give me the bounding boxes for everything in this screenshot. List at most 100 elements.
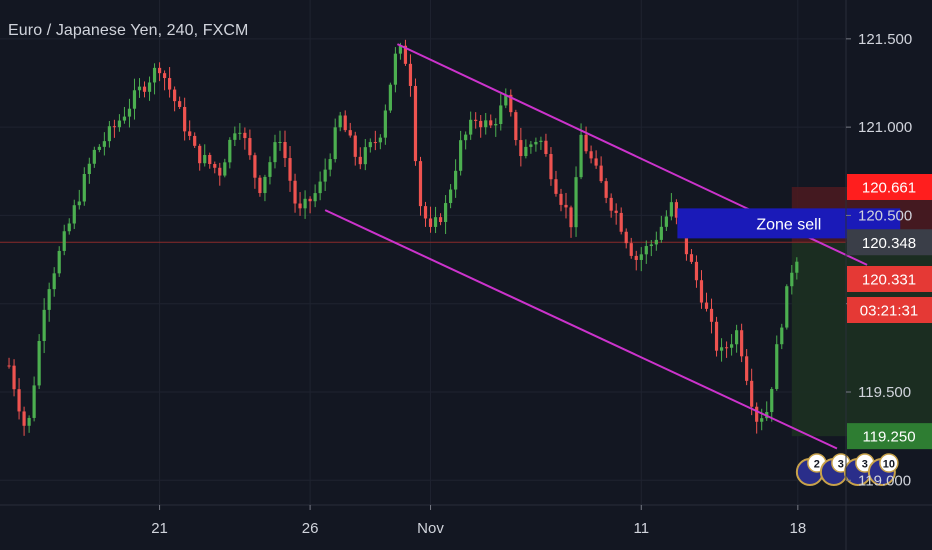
price-labels: 120.661 120.348 120.331 03:21:31 119.250	[847, 173, 932, 450]
candle-body	[504, 94, 508, 106]
candle-body	[388, 84, 392, 111]
x-tick-label: Nov	[417, 520, 444, 537]
x-tick-label: 11	[633, 520, 649, 537]
candle-body	[740, 330, 744, 357]
candle-body	[273, 142, 277, 163]
candle-body	[699, 280, 704, 303]
candle-body	[594, 158, 598, 166]
candle-body	[604, 181, 608, 198]
candle-body	[619, 212, 623, 232]
candle-body	[288, 158, 292, 181]
candle-body	[253, 155, 257, 178]
price-label-text: 120.331	[862, 272, 916, 289]
candle-body	[564, 204, 568, 208]
candle-body	[97, 146, 101, 150]
candle-body	[519, 140, 523, 157]
candle-body	[328, 159, 332, 170]
candle-body	[142, 86, 147, 92]
candle-body	[32, 385, 36, 418]
candle-body	[760, 418, 764, 422]
candle-body	[639, 254, 643, 260]
candle-body	[770, 388, 774, 413]
candle-body	[27, 417, 31, 426]
candle-body	[57, 250, 61, 274]
candle-body	[459, 140, 463, 171]
candle-body	[263, 176, 267, 194]
candle-body	[469, 119, 473, 135]
candle-body	[689, 254, 694, 262]
candle-body	[203, 154, 207, 164]
candle-body	[474, 119, 478, 121]
x-tick-label: 21	[151, 520, 168, 537]
candle-body	[624, 231, 628, 244]
candle-body	[102, 141, 106, 147]
candle-body	[383, 110, 387, 138]
candle-body	[173, 89, 177, 102]
price-label-box	[847, 423, 932, 450]
candle-body	[464, 134, 468, 141]
candle-body	[313, 193, 317, 202]
candle-body	[544, 140, 548, 155]
candle-body	[67, 223, 71, 232]
time-axis[interactable]: 2126Nov111825	[151, 505, 932, 537]
candle-body	[659, 226, 663, 240]
candle-body	[735, 330, 739, 345]
event-count-label: 3	[838, 459, 844, 471]
y-tick-label: 119.500	[858, 384, 911, 401]
candle-body	[137, 86, 142, 91]
candle-body	[559, 193, 563, 205]
candle-body	[745, 356, 749, 381]
candle-body	[228, 139, 232, 163]
candle-body	[709, 308, 714, 322]
candle-body	[198, 145, 202, 164]
event-count-label: 10	[883, 459, 895, 471]
candle-body	[609, 197, 613, 211]
candle-body	[52, 273, 56, 290]
candle-body	[132, 90, 137, 109]
candle-body	[348, 130, 352, 136]
candle-body	[438, 217, 443, 222]
x-tick-label: 26	[302, 520, 319, 537]
candle-body	[168, 78, 172, 90]
candle-body	[87, 163, 91, 175]
candle-body	[755, 406, 759, 422]
candle-body	[47, 289, 51, 310]
candle-body	[524, 146, 528, 157]
candle-body	[233, 133, 237, 140]
candle-body	[373, 142, 377, 144]
candle-body	[12, 365, 16, 390]
candle-body	[183, 106, 187, 132]
candles	[7, 39, 799, 436]
event-count-label: 2	[814, 459, 820, 471]
candle-body	[428, 218, 433, 227]
event-count-badge	[879, 453, 899, 473]
candle-body	[634, 255, 638, 260]
candle-body	[258, 177, 262, 194]
y-tick-label: 121.500	[858, 31, 912, 48]
candle-body	[539, 140, 543, 142]
candle-body	[298, 203, 302, 209]
channel-lower-line[interactable]	[324, 209, 838, 450]
candle-body	[534, 141, 538, 145]
candle-body	[157, 67, 162, 74]
candle-body	[479, 120, 483, 128]
candle-body	[323, 169, 327, 182]
candle-body	[112, 126, 117, 128]
event-markers[interactable]: 2 3 3 10	[795, 453, 899, 486]
candle-body	[614, 210, 618, 213]
candle-body	[549, 154, 553, 180]
chart-title: Euro / Japanese Yen, 240, FXCM	[8, 22, 249, 39]
candle-body	[433, 217, 438, 227]
candle-body	[644, 246, 648, 255]
candle-body	[664, 216, 668, 227]
candle-body	[649, 244, 653, 247]
candle-body	[238, 132, 242, 134]
candle-body	[368, 142, 372, 148]
candle-body	[654, 239, 658, 245]
candle-body	[750, 380, 754, 407]
candle-body	[413, 85, 418, 162]
candle-body	[283, 141, 287, 159]
price-label-box	[847, 297, 932, 323]
candle-body	[418, 161, 423, 207]
